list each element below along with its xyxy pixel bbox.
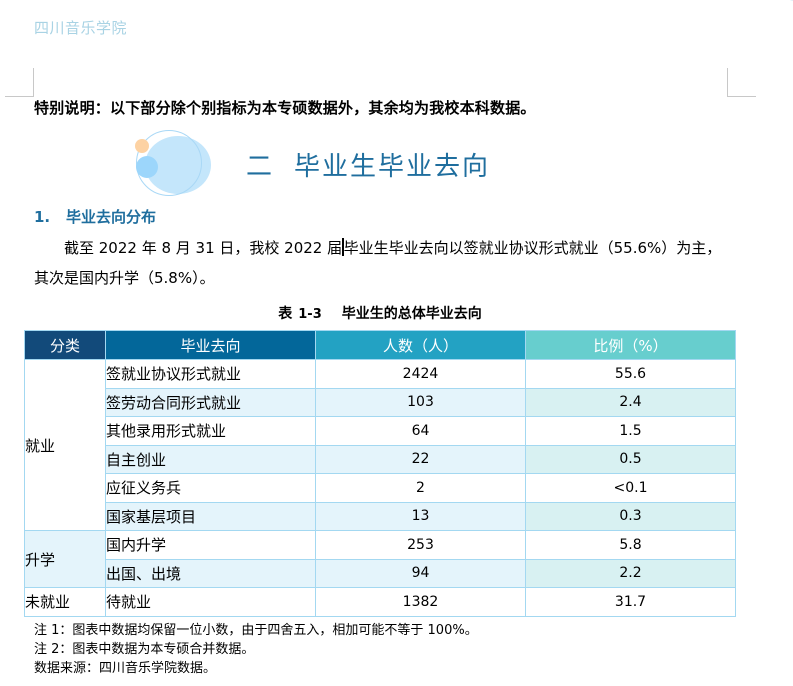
ratio-cell: 55.6 (525, 359, 736, 389)
caption-prefix: 表 (278, 306, 293, 322)
caption-title: 毕业生的总体毕业去向 (341, 306, 482, 322)
table-row: 其他录用形式就业 64 1.5 (25, 416, 736, 446)
footnotes: 注 1：图表中数据均保留一位小数，由于四舍五入，相加可能不等于 100%。 注 … (34, 621, 478, 678)
decorative-circles-icon (133, 128, 213, 198)
section-title-text: 毕业去向分布 (66, 208, 157, 226)
destination-cell: 签劳动合同形式就业 (105, 387, 316, 417)
special-note: 特别说明：以下部分除个别指标为本专硕数据外，其余均为我校本科数据。 (34, 99, 536, 117)
table-caption: 表 1-3 毕业生的总体毕业去向 (0, 303, 760, 323)
table-row: 国家基层项目 13 0.3 (25, 501, 736, 531)
destination-cell: 待就业 (105, 587, 316, 617)
section-number: 1. (34, 208, 51, 226)
category-cell: 就业 (24, 359, 106, 531)
destination-cell: 国家基层项目 (105, 501, 316, 531)
table-row: 未就业 待就业 1382 31.7 (24, 587, 736, 617)
destination-cell: 自主创业 (105, 444, 316, 474)
header-count: 人数（人） (315, 330, 526, 360)
count-cell: 13 (315, 501, 526, 531)
table-row: 自主创业 22 0.5 (25, 444, 736, 474)
count-cell: 103 (315, 387, 526, 417)
destination-cell: 国内升学 (105, 530, 316, 560)
corner-decoration (754, 0, 793, 15)
count-cell: 2424 (315, 359, 526, 389)
footnote-1: 注 1：图表中数据均保留一位小数，由于四舍五入，相加可能不等于 100%。 (34, 623, 478, 638)
header-category: 分类 (24, 330, 106, 360)
count-cell: 22 (315, 444, 526, 474)
category-cell: 未就业 (24, 587, 106, 617)
destination-cell: 其他录用形式就业 (105, 416, 316, 446)
crop-mark-right (727, 68, 756, 97)
section-title: 1. 毕业去向分布 (34, 206, 156, 227)
count-cell: 94 (315, 558, 526, 588)
footnote-2: 注 2：图表中数据为本专硕合并数据。 (34, 642, 255, 657)
ratio-cell: 2.4 (525, 387, 736, 417)
table-row: 出国、出境 94 2.2 (25, 558, 736, 588)
table-row: 升学 国内升学 253 5.8 (24, 530, 736, 588)
count-cell: 1382 (315, 587, 526, 617)
text-cursor (342, 238, 344, 256)
table-row: 应征义务兵 2 <0.1 (25, 473, 736, 503)
paragraph-text-part2: 毕业生毕业去向以签就业协议形式就业（55.6%）为主，其次是国内升学（5.8%）… (34, 239, 722, 287)
data-source-note: 数据来源：四川音乐学院数据。 (34, 661, 217, 676)
count-cell: 64 (315, 416, 526, 446)
ratio-cell: 1.5 (525, 416, 736, 446)
chapter-number: 二 (246, 152, 275, 182)
ratio-cell: 31.7 (525, 587, 736, 617)
graduate-destination-table: 分类 毕业去向 人数（人） 比例（%） 就业 签就业协议形式就业 2424 55… (24, 330, 736, 617)
table-header-row: 分类 毕业去向 人数（人） 比例（%） (24, 330, 736, 360)
header-ratio: 比例（%） (525, 330, 736, 360)
header-destination: 毕业去向 (105, 330, 316, 360)
ratio-cell: 0.3 (525, 501, 736, 531)
ratio-cell: 0.5 (525, 444, 736, 474)
ratio-cell: 2.2 (525, 558, 736, 588)
body-paragraph[interactable]: 截至 2022 年 8 月 31 日，我校 2022 届毕业生毕业去向以签就业协… (34, 233, 734, 293)
destination-cell: 出国、出境 (105, 558, 316, 588)
crop-mark-left (5, 68, 34, 97)
ratio-cell: <0.1 (525, 473, 736, 503)
count-cell: 253 (315, 530, 526, 560)
table-row: 签劳动合同形式就业 103 2.4 (25, 387, 736, 417)
destination-cell: 签就业协议形式就业 (105, 359, 316, 389)
page-header-school-name: 四川音乐学院 (34, 19, 128, 37)
chapter-title: 二毕业生毕业去向 (246, 146, 490, 183)
chapter-title-text: 毕业生毕业去向 (294, 152, 491, 182)
destination-cell: 应征义务兵 (105, 473, 316, 503)
table-row: 就业 签就业协议形式就业 2424 55.6 (24, 359, 736, 531)
caption-number: 1-3 (298, 307, 322, 322)
count-cell: 2 (315, 473, 526, 503)
paragraph-text-part1: 截至 2022 年 8 月 31 日，我校 2022 届 (64, 239, 343, 257)
category-cell: 升学 (24, 530, 106, 588)
ratio-cell: 5.8 (525, 530, 736, 560)
